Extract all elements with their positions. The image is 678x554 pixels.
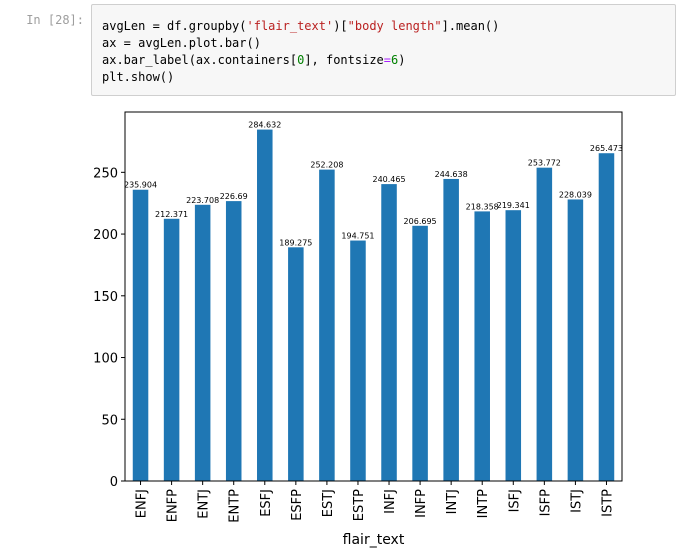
x-tick-label: INTJ — [445, 489, 460, 514]
bar-ISTP — [598, 153, 615, 481]
bar-value-label: 206.695 — [404, 217, 437, 226]
y-tick-label: 0 — [110, 475, 118, 490]
code-token: ], fontsize — [304, 53, 384, 67]
code-line-4: plt.show() — [102, 69, 174, 85]
code-cell-input[interactable]: avgLen = df.groupby('flair_text')["body … — [91, 4, 676, 96]
code-token: ].mean() — [441, 19, 500, 33]
bar-value-label: 212.371 — [155, 210, 188, 219]
cell-prompt: In [28]: — [26, 13, 84, 27]
x-tick-label: INFJ — [383, 489, 398, 514]
bar-ENTJ — [194, 204, 211, 481]
x-tick-label: ESFJ — [259, 489, 274, 517]
code-line-2: ax = avgLen.plot.bar() — [102, 35, 261, 51]
y-tick-label: 50 — [101, 413, 118, 428]
x-tick-label: ENTJ — [197, 489, 212, 519]
bar-value-label: 228.039 — [559, 190, 592, 199]
value-labels-layer: 235.904 212.371 223.708 226.69 284.632 189.27… — [124, 121, 623, 248]
x-tick-label: INFP — [414, 489, 429, 518]
bar-ESTJ — [319, 169, 335, 482]
code-token: ax = avgLen.plot.bar() — [102, 36, 261, 50]
bar-value-label: 218.358 — [466, 202, 499, 211]
bar-ISFJ — [505, 210, 522, 481]
code-token: avgLen = df.groupby( — [102, 19, 247, 33]
y-tick-label: 100 — [93, 352, 118, 367]
bar-chart: 235.904 212.371 223.708 226.69 284.632 189.27… — [93, 111, 623, 548]
code-line-1: avgLen = df.groupby('flair_text')["body … — [102, 18, 499, 34]
bar-INTP — [474, 211, 490, 481]
x-tick-label: ESFP — [290, 489, 305, 521]
bar-value-label: 226.69 — [220, 192, 248, 201]
code-token: )[ — [333, 19, 348, 33]
bar-ENFJ — [132, 189, 149, 481]
bar-ESFP — [288, 247, 304, 481]
bar-value-label: 223.708 — [186, 196, 219, 205]
code-token: plt.show() — [102, 70, 175, 84]
bar-value-label: 219.341 — [497, 201, 530, 210]
x-tick-label: ISTJ — [569, 489, 584, 513]
bar-value-label: 235.904 — [124, 181, 157, 190]
bar-ISFP — [536, 167, 553, 481]
x-axis: ENFJ ENFP ENTJ ENTP ESFJ ESFP ESTJ ESTP INFJ INFP… — [135, 481, 615, 523]
x-tick-label: ENFP — [166, 489, 181, 522]
bar-ENFP — [163, 218, 180, 481]
code-string: "body length" — [347, 19, 442, 33]
plot-frame — [124, 111, 623, 482]
y-axis: 0 50 100 150 200 250 — [93, 166, 125, 490]
bar-INFJ — [381, 184, 397, 481]
x-tick-label: ESTP — [352, 489, 367, 521]
x-tick-label: ESTJ — [321, 489, 336, 517]
x-axis-label: flair_text — [343, 532, 405, 548]
bar-value-label: 252.208 — [310, 161, 343, 170]
x-tick-label: ENTP — [228, 489, 243, 523]
x-tick-label: ISFJ — [507, 489, 522, 512]
x-tick-label: ISTP — [600, 489, 615, 517]
bar-ESTP — [350, 240, 366, 481]
bar-value-label: 265.473 — [590, 144, 623, 153]
bar-value-label: 194.751 — [341, 232, 374, 241]
bar-value-label: 189.275 — [279, 238, 312, 247]
bar-value-label: 284.632 — [248, 121, 281, 130]
code-line-3: ax.bar_label(ax.containers[0], fontsize=… — [102, 52, 406, 68]
code-operator: = — [383, 53, 392, 67]
code-number: 0 — [297, 53, 305, 67]
bar-INTJ — [443, 178, 459, 482]
bar-ENTP — [225, 201, 242, 481]
bar-INFP — [412, 225, 428, 481]
x-tick-label: ISFP — [538, 489, 553, 517]
cell-output: 235.904 212.371 223.708 226.69 284.632 189.27… — [91, 100, 678, 550]
code-token: ax.bar_label(ax.containers[ — [102, 53, 298, 67]
code-token: ) — [398, 53, 406, 67]
y-tick-label: 250 — [93, 166, 118, 181]
y-tick-label: 200 — [93, 228, 118, 243]
y-tick-label: 150 — [93, 290, 118, 305]
bar-ESFJ — [257, 129, 273, 481]
code-number: 6 — [391, 53, 399, 67]
code-string: 'flair_text' — [246, 19, 334, 33]
bar-ISTJ — [567, 199, 584, 481]
bar-value-label: 240.465 — [372, 175, 405, 184]
bar-value-label: 253.772 — [528, 159, 561, 168]
bars-layer — [132, 129, 615, 482]
bar-value-label: 244.638 — [435, 170, 468, 179]
x-tick-label: INTP — [476, 489, 491, 518]
x-tick-label: ENFJ — [135, 489, 150, 518]
